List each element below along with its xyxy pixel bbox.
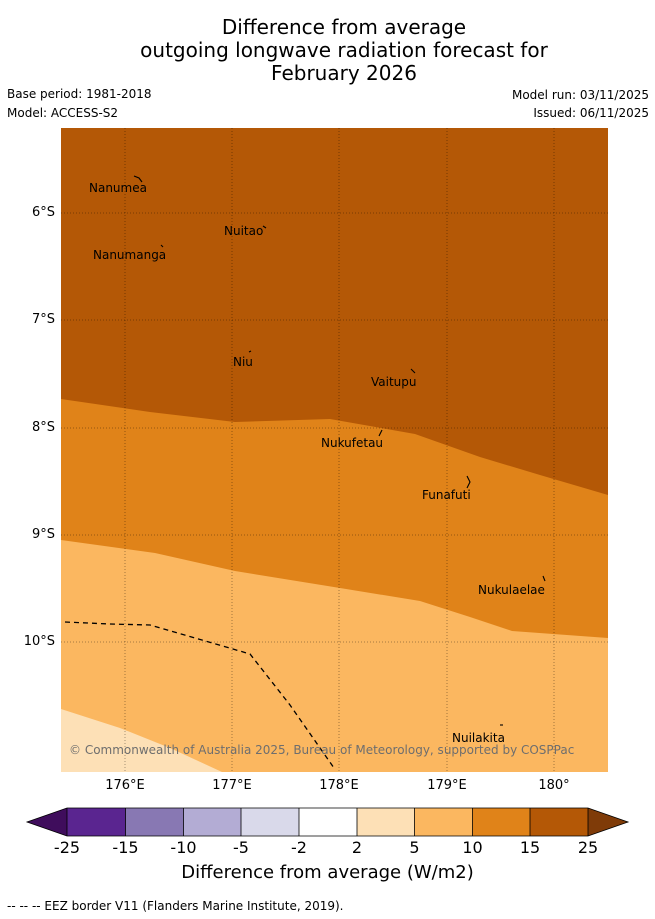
lat-label: 6°S bbox=[31, 205, 55, 220]
graticule bbox=[61, 128, 608, 772]
colorbar-tick: -25 bbox=[53, 838, 81, 857]
colorbar-swatch bbox=[125, 808, 184, 836]
copyright-notice: © Commonwealth of Australia 2025, Bureau… bbox=[69, 743, 575, 757]
colorbar-arrow-low bbox=[27, 808, 67, 836]
colorbar-tick: -2 bbox=[291, 838, 307, 857]
title-line-3: February 2026 bbox=[271, 61, 417, 85]
lat-label: 8°S bbox=[31, 420, 55, 435]
place-label-nanumea: Nanumea bbox=[89, 181, 147, 195]
colorbar bbox=[25, 807, 630, 837]
lat-label: 9°S bbox=[31, 527, 55, 542]
island-nukufetau bbox=[378, 429, 383, 437]
eez-border bbox=[64, 621, 335, 769]
colorbar-tick: -15 bbox=[112, 838, 139, 857]
colorbar-swatch bbox=[357, 808, 415, 836]
lon-label: 177°E bbox=[212, 778, 252, 793]
lon-label: 179°E bbox=[427, 778, 467, 793]
colorbar-swatch bbox=[67, 808, 126, 836]
colorbar-tick: 5 bbox=[409, 838, 420, 857]
map-title: Difference from average outgoing longwav… bbox=[0, 16, 655, 85]
colorbar-swatch bbox=[241, 808, 299, 836]
band-5-10 bbox=[61, 540, 608, 772]
title-line-1: Difference from average bbox=[221, 15, 467, 39]
colorbar-tick: -5 bbox=[233, 838, 249, 857]
colorbar-tick: -10 bbox=[170, 838, 197, 857]
place-label-funafuti: Funafuti bbox=[422, 488, 471, 502]
colorbar-title: Difference from average (W/m2) bbox=[181, 862, 474, 883]
colorbar-swatch bbox=[472, 808, 530, 836]
place-label-nuitao: Nuitao bbox=[224, 224, 264, 238]
colorbar-tick: 25 bbox=[577, 838, 599, 857]
place-label-nuilakita: Nuilakita bbox=[452, 731, 505, 745]
title-line-2: outgoing longwave radiation forecast for bbox=[140, 38, 548, 62]
issued-date: Issued: 06/11/2025 bbox=[533, 106, 649, 120]
colorbar-tick: 10 bbox=[462, 838, 483, 857]
colorbar-swatch bbox=[414, 808, 473, 836]
island-nukulaelae bbox=[542, 575, 546, 582]
eez-footnote: -- -- -- EEZ border V11 (Flanders Marine… bbox=[7, 899, 344, 913]
island-nuitao bbox=[262, 225, 267, 229]
base-period: Base period: 1981-2018 bbox=[7, 87, 152, 101]
model-name: Model: ACCESS-S2 bbox=[7, 106, 119, 120]
island-funafuti bbox=[466, 475, 471, 489]
island-vaitupu bbox=[410, 368, 416, 374]
colorbar-swatch bbox=[183, 808, 241, 836]
place-label-niu: Niu bbox=[233, 355, 253, 369]
place-label-nukufetau: Nukufetau bbox=[321, 436, 384, 450]
lon-label: 180° bbox=[538, 778, 570, 793]
model-run: Model run: 03/11/2025 bbox=[511, 88, 649, 102]
lat-label: 7°S bbox=[31, 312, 55, 327]
lon-label: 176°E bbox=[105, 778, 145, 793]
island-niu bbox=[248, 350, 252, 353]
lon-label: 178°E bbox=[319, 778, 359, 793]
colorbar-tick: 2 bbox=[351, 838, 363, 857]
colorbar-tick: 15 bbox=[519, 838, 541, 857]
place-label-vaitupu: Vaitupu bbox=[371, 375, 417, 389]
colorbar-swatch bbox=[530, 808, 588, 836]
place-label-nanumanga: Nanumanga bbox=[93, 248, 167, 262]
place-label-nukulaelae: Nukulaelae bbox=[478, 583, 545, 597]
island-nanumanga bbox=[160, 244, 164, 248]
colorbar-swatch bbox=[299, 808, 357, 836]
lat-label: 10°S bbox=[23, 634, 55, 649]
islands bbox=[133, 175, 546, 726]
island-nanumea bbox=[133, 175, 143, 183]
band-2-5 bbox=[61, 709, 222, 772]
colorbar-arrow-high bbox=[588, 808, 628, 836]
